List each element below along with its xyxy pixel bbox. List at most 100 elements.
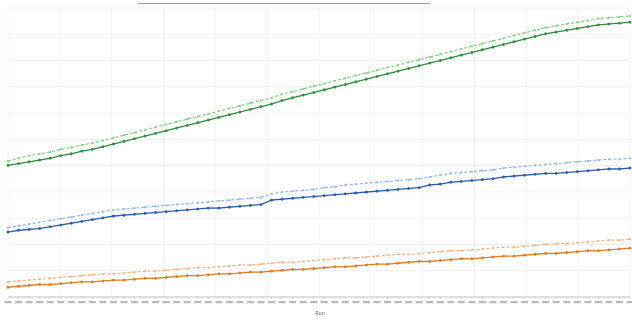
data-point (450, 250, 452, 252)
data-point (376, 69, 378, 71)
data-point (218, 200, 220, 202)
data-point (534, 253, 537, 256)
x-tick-label (258, 301, 265, 303)
data-point (365, 182, 367, 184)
x-tick-label (521, 301, 528, 303)
data-point (302, 88, 304, 90)
data-point (355, 257, 357, 259)
x-tick-label (363, 301, 370, 303)
x-tick-label (310, 301, 317, 303)
data-point (7, 160, 9, 162)
data-point (197, 115, 199, 117)
x-tick-label (194, 301, 201, 303)
data-point (154, 270, 156, 272)
data-point (249, 102, 251, 104)
data-point (618, 158, 620, 160)
data-point (38, 159, 41, 162)
data-point (428, 184, 431, 187)
data-point (471, 45, 473, 47)
data-point (481, 248, 483, 250)
data-point (217, 116, 220, 119)
data-point (101, 280, 104, 283)
data-point (344, 265, 347, 268)
x-tick-label (468, 301, 475, 303)
x-tick-label (89, 301, 96, 303)
data-point (239, 205, 242, 208)
data-point (576, 21, 578, 23)
data-point (534, 164, 536, 166)
data-point (576, 250, 579, 253)
data-point (555, 25, 557, 27)
data-point (154, 132, 157, 135)
x-tick-label (342, 301, 349, 303)
data-point (545, 163, 547, 165)
data-point (587, 19, 589, 21)
data-point (249, 108, 252, 111)
data-point (38, 283, 41, 286)
data-point (439, 174, 441, 176)
data-point (123, 134, 125, 136)
data-point (597, 249, 600, 252)
data-point (249, 264, 251, 266)
x-tick-label (205, 301, 212, 303)
data-point (481, 256, 484, 259)
data-point (112, 143, 115, 146)
data-point (397, 188, 400, 191)
data-point (576, 161, 578, 163)
data-point (186, 208, 189, 211)
data-point (176, 268, 178, 270)
data-point (323, 82, 325, 84)
data-point (196, 274, 199, 277)
data-point (534, 29, 536, 31)
data-point (91, 148, 94, 151)
data-point (586, 25, 589, 28)
data-point (323, 187, 325, 189)
x-tick-label (57, 301, 64, 303)
data-point (587, 160, 589, 162)
data-point (397, 179, 399, 181)
data-point (323, 88, 326, 91)
data-point (460, 257, 463, 260)
data-point (123, 208, 125, 210)
data-point (186, 274, 189, 277)
data-point (471, 171, 473, 173)
data-point (17, 157, 19, 159)
x-tick-label (458, 301, 465, 303)
data-point (608, 248, 611, 251)
x-tick-label (142, 301, 149, 303)
data-point (534, 244, 536, 246)
data-point (176, 121, 178, 123)
x-tick-label (605, 301, 612, 303)
data-point (91, 280, 94, 283)
data-point (407, 261, 410, 264)
data-point (312, 267, 315, 270)
x-tick-label (47, 301, 54, 303)
data-point (365, 78, 368, 81)
data-point (228, 107, 230, 109)
x-tick-label (479, 301, 486, 303)
data-point (102, 273, 104, 275)
data-point (292, 190, 294, 192)
x-axis-title: Run (300, 311, 340, 317)
data-point (386, 72, 389, 75)
data-point (323, 259, 325, 261)
data-point (429, 176, 431, 178)
data-point (418, 64, 421, 67)
data-point (49, 283, 52, 286)
data-point (418, 58, 420, 60)
data-point (207, 207, 210, 210)
data-point (629, 167, 632, 170)
data-point (196, 208, 199, 211)
data-point (133, 137, 136, 140)
data-point (629, 21, 632, 24)
x-tick-label (373, 301, 380, 303)
data-point (333, 193, 336, 196)
data-point (397, 64, 399, 66)
data-point (81, 275, 83, 277)
data-point (428, 260, 431, 263)
data-point (344, 257, 346, 259)
data-point (28, 279, 30, 281)
data-point (144, 135, 147, 138)
data-point (513, 255, 516, 258)
data-point (323, 266, 326, 269)
